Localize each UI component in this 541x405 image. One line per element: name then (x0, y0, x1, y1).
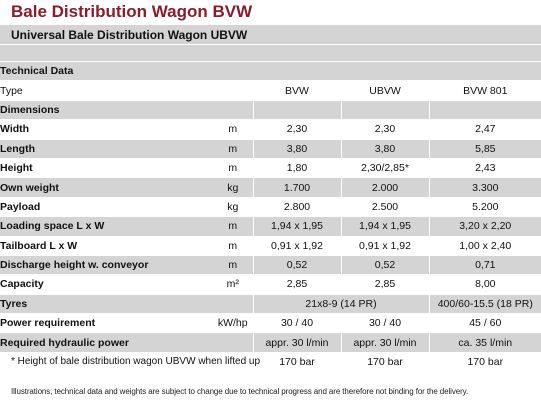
section-header-row: Technical Data (0, 60, 541, 81)
row-label: Capacity (0, 274, 213, 295)
value-bvw: 3,80 (253, 138, 342, 159)
value-bvw: 30 / 40 (253, 313, 342, 333)
table-row: Capacity m² 2,85 2,85 8,00 (0, 274, 541, 295)
value-bvw (253, 99, 342, 120)
row-unit: m² (213, 274, 254, 295)
value-bvw-801: 1,00 x 2,40 (429, 235, 541, 256)
table-row: Height m 1,80 2,30/2,85* 2,43 (0, 157, 541, 178)
row-label: Type (0, 80, 213, 101)
table-row: Power requirement kW/hp 30 / 40 30 / 40 45 /… (0, 313, 541, 333)
value-bvw: 1,80 (253, 157, 342, 178)
row-label: Length (0, 138, 213, 159)
row-label: Discharge height w. conveyor (0, 254, 213, 275)
value-bvw-801: 5,85 (429, 138, 541, 159)
value-ubvw: 2,30/2,85* (341, 157, 430, 178)
value-ubvw: 2.500 (341, 196, 430, 217)
value-ubvw: 2,85 (341, 274, 430, 295)
row-label: Loading space L x W (0, 216, 213, 237)
value-ubvw: 30 / 40 (341, 313, 430, 333)
value-bvw-801: 0,71 (429, 254, 541, 275)
value-ubvw: 2.000 (341, 177, 430, 198)
value-bvw: 2,30 (253, 119, 342, 140)
table-row: Tyres 21x8-9 (14 PR) 400/60-15.5 (18 PR) (0, 293, 541, 314)
row-label: Required hydraulic power (0, 332, 213, 353)
page-title: Bale Distribution Wagon BVW (11, 2, 253, 21)
row-unit: m (213, 138, 254, 159)
row-label: Payload (0, 196, 213, 217)
value-ubvw: 0,52 (341, 254, 430, 275)
row-label: Tailboard L x W (0, 235, 213, 256)
value-bvw-801: 2,47 (429, 119, 541, 140)
row-unit (213, 351, 254, 372)
value-ubvw: 3,80 (341, 138, 430, 159)
value-bvw-801: 400/60-15.5 (18 PR) (429, 293, 541, 314)
row-unit: m (213, 254, 254, 275)
value-bvw-ubvw: 21x8-9 (14 PR) (253, 293, 430, 314)
value-bvw: appr. 30 l/min (253, 332, 342, 353)
row-unit (213, 332, 254, 353)
disclaimer: Illustrations, technical data and weight… (11, 387, 469, 396)
row-unit: m (213, 216, 254, 237)
row-label: Own weight (0, 177, 213, 198)
value-ubvw: 170 bar (341, 351, 430, 372)
divider-bar (0, 44, 541, 62)
table-row: Required hydraulic power appr. 30 l/min ap… (0, 332, 541, 353)
value-bvw-801: BVW 801 (429, 80, 541, 101)
row-label: Tyres (0, 293, 213, 314)
value-bvw: 1.700 (253, 177, 342, 198)
row-label: Height (0, 157, 213, 178)
table-row: Discharge height w. conveyor m 0,52 0,52 0,7… (0, 254, 541, 275)
value-bvw: BVW (253, 80, 342, 101)
table-row: Own weight kg 1.700 2.000 3.300 (0, 177, 541, 198)
row-label: Power requirement (0, 313, 213, 333)
value-bvw-801 (429, 99, 541, 120)
value-ubvw: 2,30 (341, 119, 430, 140)
value-bvw-801: 3.300 (429, 177, 541, 198)
row-unit: kg (213, 196, 254, 217)
row-label: Dimensions (0, 99, 213, 120)
section-title: Technical Data (0, 60, 541, 81)
value-bvw-801: 45 / 60 (429, 313, 541, 333)
footnote: * Height of bale distribution wagon UBVW… (11, 356, 261, 367)
row-unit (213, 99, 254, 120)
value-bvw: 170 bar (253, 351, 342, 372)
value-bvw: 2,85 (253, 274, 342, 295)
value-ubvw: appr. 30 l/min (341, 332, 430, 353)
row-unit (213, 293, 254, 314)
value-bvw-801: 3,20 x 2,20 (429, 216, 541, 237)
row-label (0, 351, 213, 372)
row-label: Width (0, 119, 213, 140)
table-row: Length m 3,80 3,80 5,85 (0, 138, 541, 159)
row-unit: m (213, 119, 254, 140)
row-unit: kg (213, 177, 254, 198)
row-unit: m (213, 157, 254, 178)
technical-data-table: Technical Data Type BVW UBVW BVW 801 Dimensi… (0, 60, 541, 372)
row-unit (213, 80, 254, 101)
page-subtitle: Universal Bale Distribution Wagon UBVW (0, 24, 541, 44)
value-bvw-801: ca. 35 l/min (429, 332, 541, 353)
value-ubvw (341, 99, 430, 120)
value-bvw: 0,52 (253, 254, 342, 275)
value-bvw: 1,94 x 1,95 (253, 216, 342, 237)
value-ubvw: 0,91 x 1,92 (341, 235, 430, 256)
value-bvw-801: 2,43 (429, 157, 541, 178)
row-unit: m (213, 235, 254, 256)
value-bvw-801: 8,00 (429, 274, 541, 295)
table-row: Type BVW UBVW BVW 801 (0, 80, 541, 101)
table-row: Dimensions (0, 99, 541, 120)
row-unit: kW/hp (213, 313, 254, 333)
value-ubvw: 1,94 x 1,95 (341, 216, 430, 237)
table-row: Width m 2,30 2,30 2,47 (0, 119, 541, 140)
value-bvw: 2.800 (253, 196, 342, 217)
value-bvw-801: 170 bar (429, 351, 541, 372)
value-ubvw: UBVW (341, 80, 430, 101)
value-bvw: 0,91 x 1,92 (253, 235, 342, 256)
table-row: 170 bar 170 bar 170 bar (0, 351, 541, 372)
table-row: Payload kg 2.800 2.500 5.200 (0, 196, 541, 217)
value-bvw-801: 5.200 (429, 196, 541, 217)
